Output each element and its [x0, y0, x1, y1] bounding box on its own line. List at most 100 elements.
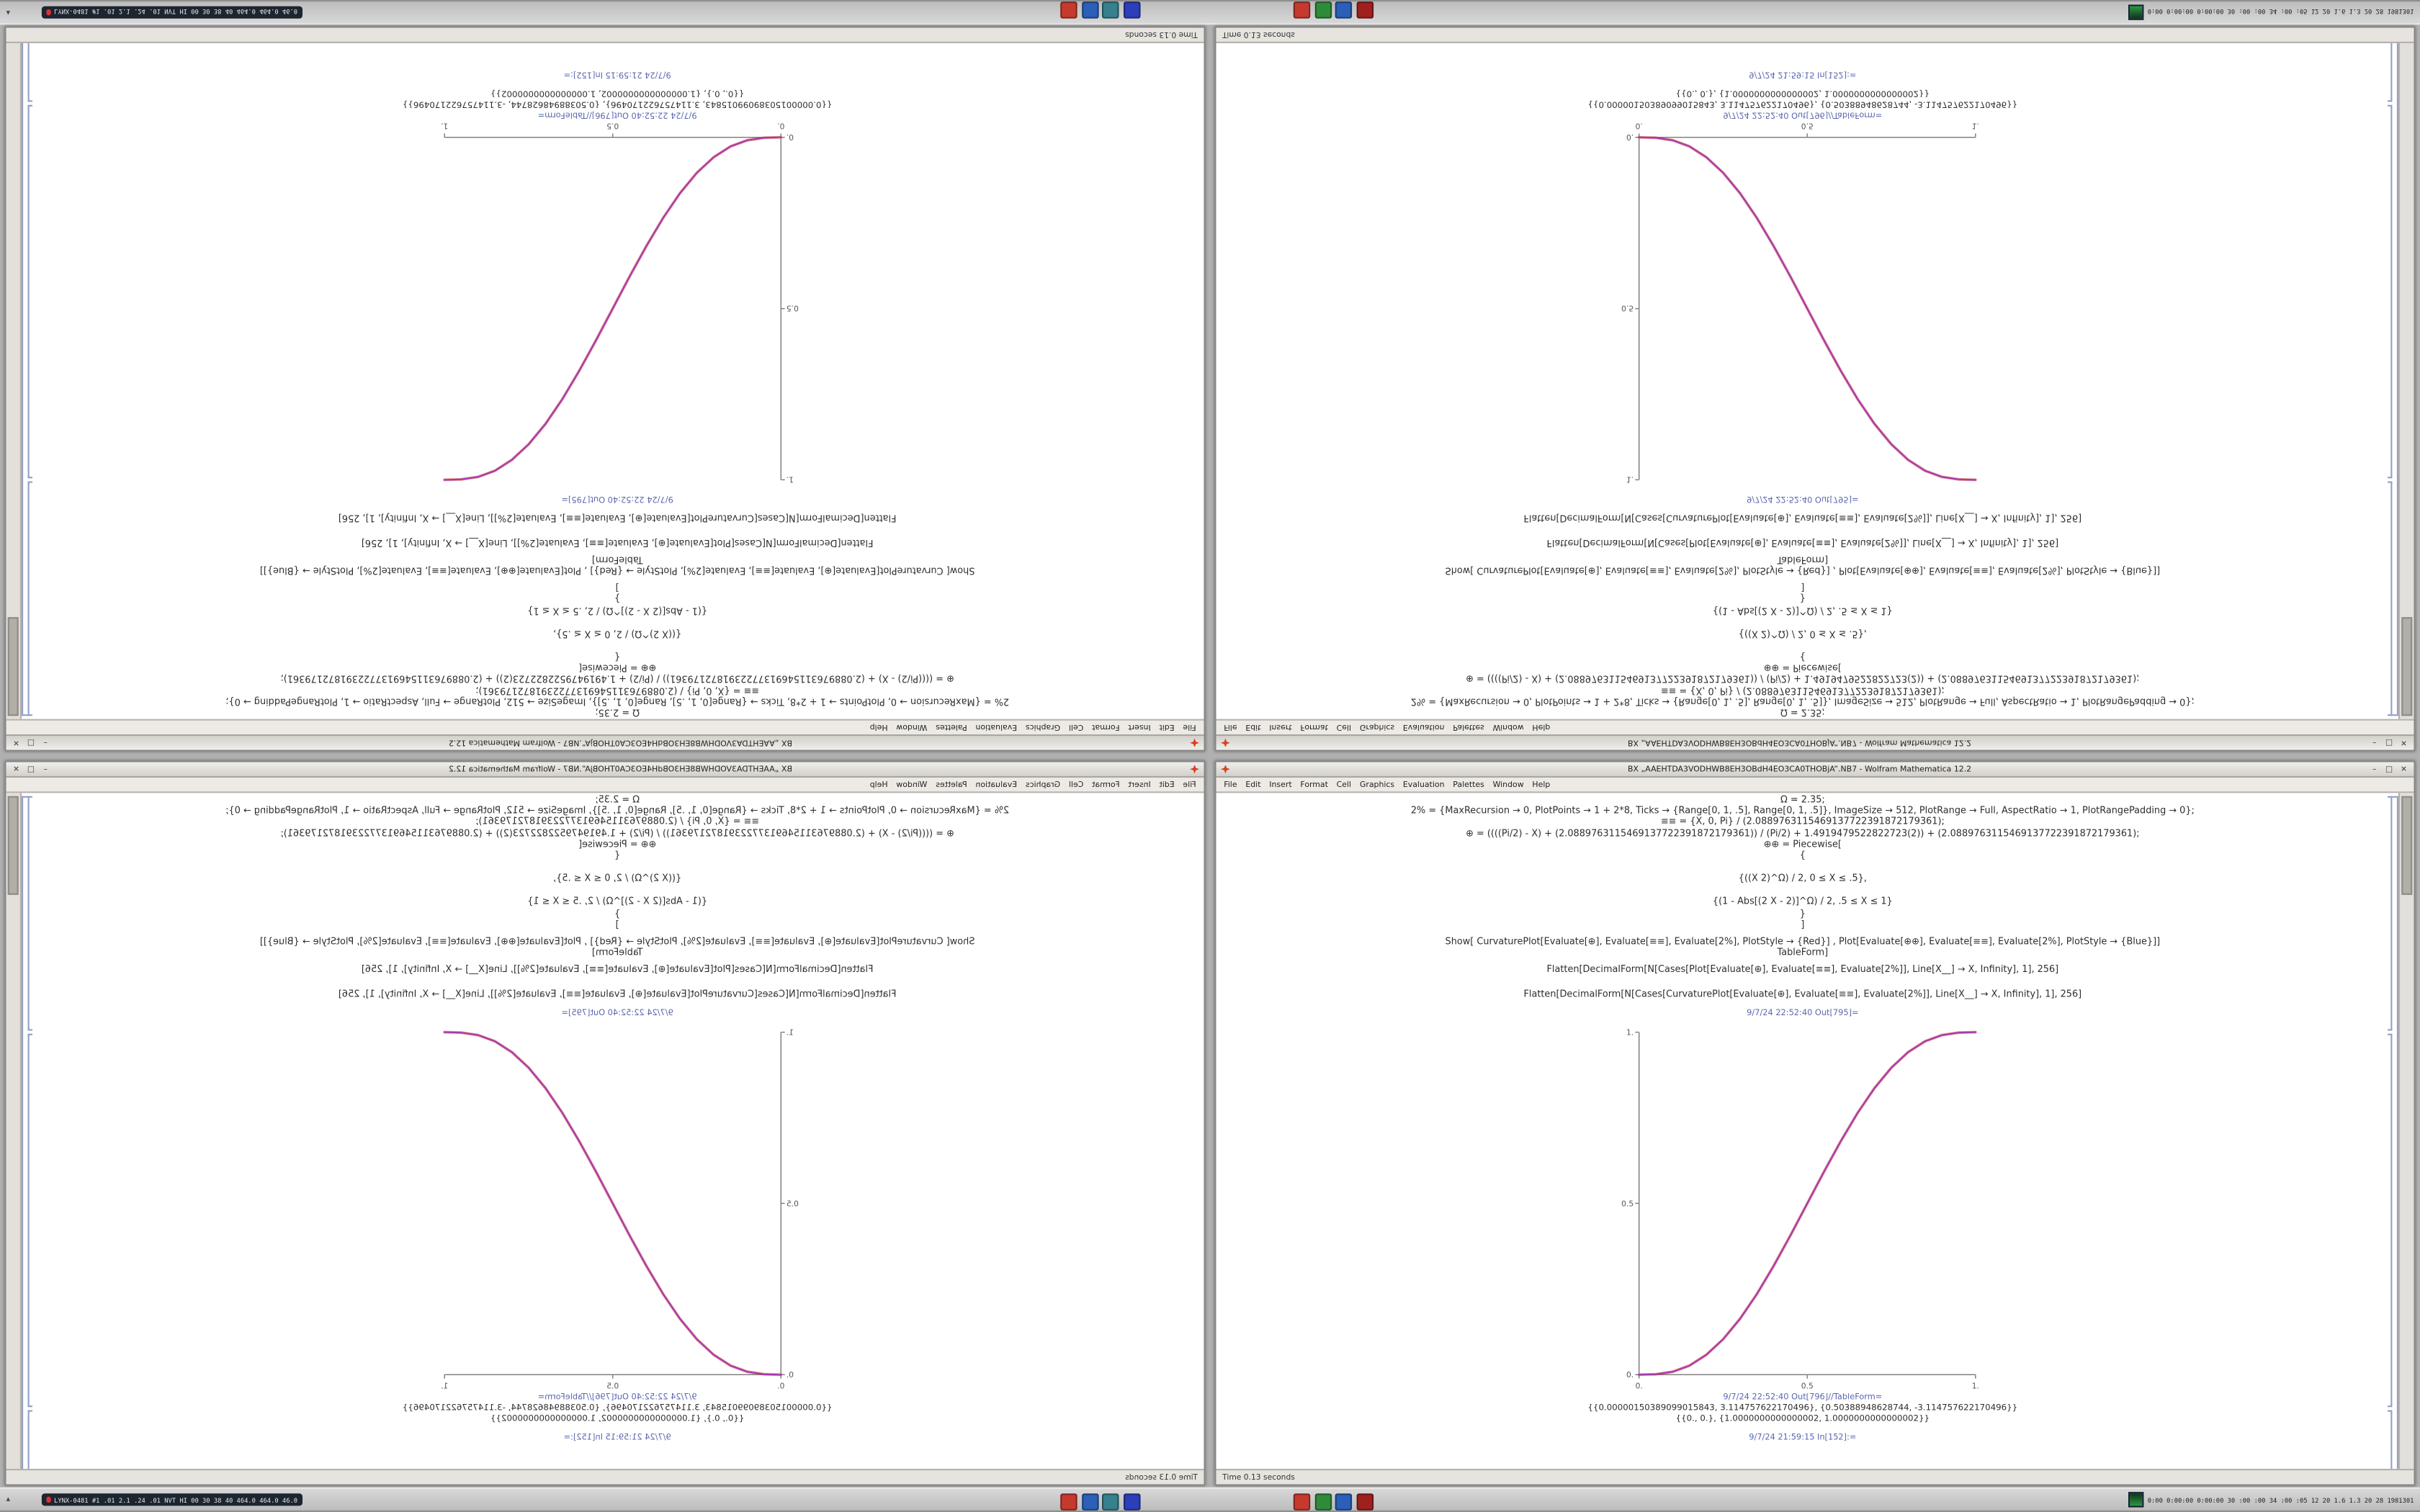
app-red-icon[interactable] — [1060, 2, 1077, 19]
menu-edit[interactable]: Edit — [1159, 780, 1175, 790]
input-piecewise-head[interactable]: ⊕⊕ = Piecewise[ — [578, 839, 657, 850]
input-options[interactable]: 2% = {MaxRecursion → 0, PlotPoints → 1 +… — [1410, 695, 2195, 706]
menu-palettes[interactable]: Palettes — [1453, 722, 1484, 732]
cell-bracket-table-output[interactable] — [27, 1410, 34, 1469]
minimize-button[interactable]: – — [43, 738, 48, 748]
input-brace-close[interactable]: } — [614, 908, 621, 919]
input-tableform[interactable]: TableForm] — [591, 948, 643, 959]
input-flatten-plot[interactable]: Flatten[DecimalForm[N[Cases[Plot[Evaluat… — [361, 965, 874, 976]
input-flatten-plot[interactable]: Flatten[DecimalForm[N[Cases[Plot[Evaluat… — [361, 536, 874, 547]
app-red-2-icon[interactable] — [1293, 2, 1311, 19]
menu-file[interactable]: File — [1224, 722, 1237, 732]
input-piecewise-head[interactable]: ⊕⊕ = Piecewise[ — [1763, 662, 1842, 673]
maximize-button[interactable]: □ — [2385, 764, 2393, 774]
close-button[interactable]: ✕ — [2400, 764, 2407, 774]
input-brace-open[interactable]: { — [1799, 651, 1806, 662]
window-titlebar[interactable]: BX „AAEHTDA3VODHWB8EH3OBdH4EO3CA0THOBjA”… — [6, 762, 1204, 778]
menu-help[interactable]: Help — [869, 722, 888, 732]
input-brace-close[interactable]: } — [1799, 908, 1806, 919]
cell-brackets[interactable] — [22, 43, 34, 716]
app-red-icon[interactable] — [1060, 1493, 1077, 1510]
cell-bracket-input-group[interactable] — [27, 796, 34, 1031]
input-range[interactable]: ≡≡ = {X, 0, Pi} / (2.0889763115469137722… — [1660, 816, 1945, 828]
cell-bracket-plot-output[interactable] — [2386, 104, 2393, 479]
out-row-2[interactable]: {{0., 0.}, {1.0000000000000002, 1.000000… — [490, 1415, 745, 1425]
input-assign[interactable]: Ω = 2.35; — [595, 706, 640, 718]
cell-brackets[interactable] — [2386, 796, 2398, 1469]
cell-bracket-table-output[interactable] — [2386, 1410, 2393, 1469]
menu-palettes[interactable]: Palettes — [936, 722, 967, 732]
menu-evaluation[interactable]: Evaluation — [975, 722, 1018, 732]
menu-file[interactable]: File — [1183, 722, 1196, 732]
minimize-button[interactable]: – — [43, 764, 48, 774]
vertical-scrollbar[interactable] — [6, 43, 22, 719]
menu-insert[interactable]: Insert — [1128, 780, 1151, 790]
input-show[interactable]: Show[ CurvaturePlot[Evaluate[⊕], Evaluat… — [1445, 564, 2161, 576]
input-tableform[interactable]: TableForm] — [1777, 948, 1829, 959]
out-row-2[interactable]: {{0., 0.}, {1.0000000000000002, 1.000000… — [490, 87, 745, 97]
cell-bracket-input-group[interactable] — [27, 481, 34, 716]
maximize-button[interactable]: □ — [27, 738, 35, 748]
input-piecewise-row-2[interactable]: {(1 - Abs[(2 X - 2)]^Ω) / 2, .5 ≤ X ≤ 1} — [1712, 604, 1893, 616]
minimize-button[interactable]: – — [2372, 764, 2377, 774]
window-titlebar[interactable]: BX „AAEHTDA3VODHWB8EH3OBdH4EO3CA0THOBjA”… — [1216, 734, 2414, 750]
menu-edit[interactable]: Edit — [1159, 722, 1175, 732]
input-piecewise-row-2[interactable]: {(1 - Abs[(2 X - 2)]^Ω) / 2, .5 ≤ X ≤ 1} — [1712, 896, 1893, 908]
app-green-icon[interactable] — [1314, 2, 1332, 19]
input-piecewise-head[interactable]: ⊕⊕ = Piecewise[ — [578, 662, 657, 673]
input-flatten-curvatureplot[interactable]: Flatten[DecimalForm[N[Cases[CurvaturePlo… — [338, 513, 897, 524]
input-brace-open[interactable]: { — [614, 651, 621, 662]
vertical-scrollbar[interactable] — [2398, 43, 2414, 719]
input-flatten-curvatureplot[interactable]: Flatten[DecimalForm[N[Cases[CurvaturePlo… — [338, 988, 897, 999]
window-titlebar[interactable]: BX „AAEHTDA3VODHWB8EH3OBdH4EO3CA0THOBjA”… — [1216, 762, 2414, 778]
minimize-button[interactable]: – — [2372, 738, 2377, 748]
cell-bracket-outer[interactable] — [2392, 43, 2398, 716]
cell-bracket-plot-output[interactable] — [27, 1033, 34, 1408]
input-flatten-curvatureplot[interactable]: Flatten[DecimalForm[N[Cases[CurvaturePlo… — [1523, 513, 2082, 524]
menu-insert[interactable]: Insert — [1269, 780, 1292, 790]
menu-cell[interactable]: Cell — [1336, 780, 1352, 790]
input-piecewise-row-1[interactable]: {((X 2)^Ω) / 2, 0 ≤ X ≤ .5}, — [553, 627, 682, 639]
cell-bracket-plot-output[interactable] — [2386, 1033, 2393, 1408]
menu-file[interactable]: File — [1183, 780, 1196, 790]
menu-cell[interactable]: Cell — [1336, 722, 1352, 732]
app-red-2-icon[interactable] — [1293, 1493, 1311, 1510]
app-indigo-icon[interactable] — [1122, 2, 1140, 19]
input-piecewise-row-1[interactable]: {((X 2)^Ω) / 2, 0 ≤ X ≤ .5}, — [553, 873, 682, 885]
cell-bracket-plot-output[interactable] — [27, 104, 34, 479]
menu-edit[interactable]: Edit — [1245, 780, 1261, 790]
input-show[interactable]: Show[ CurvaturePlot[Evaluate[⊕], Evaluat… — [1445, 936, 2161, 948]
maximize-button[interactable]: □ — [2385, 738, 2393, 748]
menu-palettes[interactable]: Palettes — [936, 780, 967, 790]
close-button[interactable]: ✕ — [13, 738, 20, 748]
app-blue-icon[interactable] — [1081, 1493, 1098, 1510]
menu-window[interactable]: Window — [896, 722, 928, 732]
input-options[interactable]: 2% = {MaxRecursion → 0, PlotPoints → 1 +… — [225, 806, 1010, 817]
menu-file[interactable]: File — [1224, 780, 1237, 790]
input-bracket-close[interactable]: ] — [615, 582, 619, 593]
input-brace-open[interactable]: { — [614, 850, 621, 861]
show-desktop-button[interactable]: ▴ — [6, 7, 10, 17]
out-row-1[interactable]: {{0.00000150389099015843, 3.114757622170… — [402, 1404, 833, 1414]
scrollbar-thumb[interactable] — [7, 796, 19, 895]
input-assign[interactable]: Ω = 2.35; — [1780, 794, 1825, 806]
cell-brackets[interactable] — [22, 796, 34, 1469]
menu-help[interactable]: Help — [869, 780, 888, 790]
menu-graphics[interactable]: Graphics — [1359, 722, 1395, 732]
input-show[interactable]: Show[ CurvaturePlot[Evaluate[⊕], Evaluat… — [259, 936, 975, 948]
input-range[interactable]: ≡≡ = {X, 0, Pi} / (2.0889763115469137722… — [475, 816, 760, 828]
close-button[interactable]: ✕ — [13, 764, 20, 774]
cell-brackets[interactable] — [2386, 43, 2398, 716]
input-assign[interactable]: Ω = 2.35; — [595, 794, 640, 806]
cell-bracket-outer[interactable] — [22, 43, 28, 716]
input-range[interactable]: ≡≡ = {X, 0, Pi} / (2.0889763115469137722… — [1660, 684, 1945, 696]
cell-bracket-outer[interactable] — [22, 796, 28, 1469]
input-bracket-close[interactable]: ] — [615, 919, 619, 930]
app-indigo-icon[interactable] — [1122, 1493, 1140, 1510]
input-bracket-close[interactable]: ] — [1801, 919, 1805, 930]
app-darkred-icon[interactable] — [1355, 2, 1373, 19]
app-teal-icon[interactable] — [1102, 1493, 1119, 1510]
scrollbar-thumb[interactable] — [2401, 796, 2413, 895]
scrollbar-thumb[interactable] — [2401, 617, 2413, 716]
menu-insert[interactable]: Insert — [1269, 722, 1292, 732]
